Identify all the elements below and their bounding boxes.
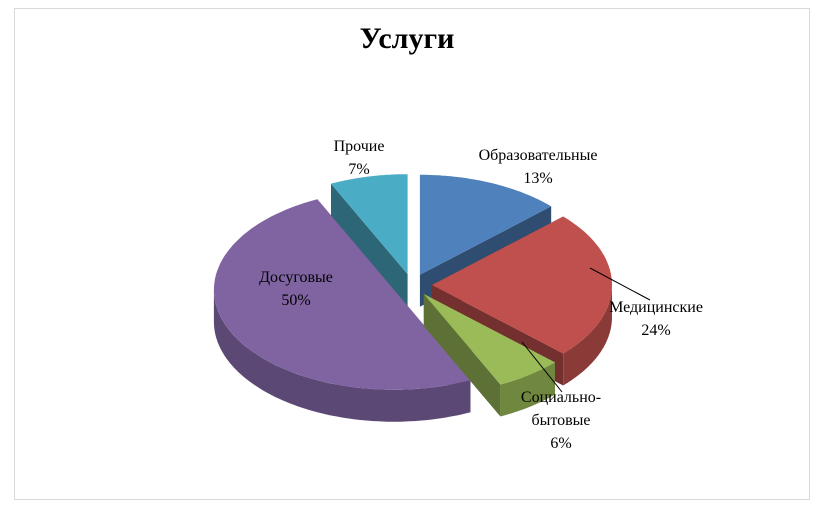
category-label: Прочие: [333, 138, 385, 155]
slice-wall: [423, 294, 501, 417]
category-label: Образовательные: [478, 147, 598, 164]
data-label: Медицинские 24%: [609, 296, 703, 342]
slice-top: [432, 216, 612, 354]
slice: [331, 174, 408, 307]
category-label: Досуговые: [259, 269, 333, 286]
leader-line: [589, 267, 651, 301]
slice-side: [213, 289, 471, 422]
slice-wall: [331, 183, 408, 307]
slice-top: [423, 294, 555, 385]
category-label: Медицинские: [609, 299, 703, 316]
data-label: Досуговые 50%: [259, 266, 333, 312]
data-label: Прочие 7%: [334, 135, 385, 181]
value-label: 6%: [550, 435, 572, 452]
data-label: Образовательные 13%: [479, 144, 598, 190]
slice-side: [500, 362, 555, 417]
value-label: 24%: [641, 322, 671, 339]
value-label: 50%: [281, 292, 311, 309]
slice-top: [331, 174, 408, 275]
category-label: Социально-бытовые: [520, 389, 602, 429]
data-label: Социально-бытовые 6%: [511, 386, 611, 455]
leader-line: [521, 341, 563, 393]
value-label: 7%: [348, 161, 370, 178]
slice-top: [213, 199, 471, 390]
slice: [423, 294, 555, 417]
slice-top: [419, 174, 552, 275]
slice: [213, 199, 471, 422]
value-label: 13%: [523, 170, 553, 187]
chart-title: Услуги: [359, 22, 455, 55]
slice-side: [563, 285, 612, 386]
chart-frame: [14, 8, 810, 500]
